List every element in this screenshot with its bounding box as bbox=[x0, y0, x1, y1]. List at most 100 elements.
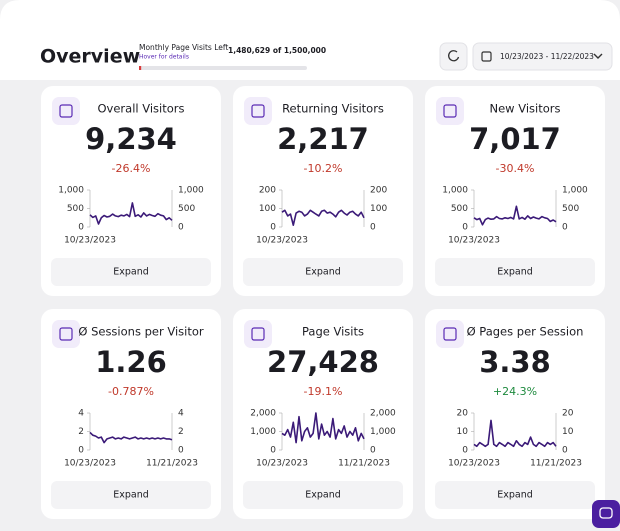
y-tick-label: 20 bbox=[457, 409, 469, 419]
y2-tick-label: 0 bbox=[370, 446, 376, 456]
quota-label: Monthly Page Visits Left bbox=[139, 43, 228, 52]
expand-button[interactable] bbox=[243, 481, 403, 509]
card-change: -30.4% bbox=[496, 162, 535, 175]
card-change: -10.2% bbox=[304, 162, 343, 175]
card-icon bbox=[436, 320, 464, 348]
card-icon-glyph bbox=[59, 104, 73, 118]
x-tick-label: 10/23/2023 bbox=[448, 459, 500, 469]
refresh-icon bbox=[448, 50, 460, 62]
expand-label: Expand bbox=[497, 267, 533, 278]
card bbox=[41, 309, 221, 519]
x-tick-label: 11/21/2023 bbox=[530, 459, 582, 469]
y-tick-label: 100 bbox=[259, 204, 276, 214]
card bbox=[233, 86, 413, 296]
y-tick-label: 1,000 bbox=[442, 186, 468, 196]
y2-tick-label: 0 bbox=[370, 223, 376, 233]
x-tick-label: 10/23/2023 bbox=[256, 459, 308, 469]
y-tick-label: 4 bbox=[78, 409, 84, 419]
sparkline bbox=[473, 205, 557, 226]
expand-button[interactable] bbox=[243, 258, 403, 286]
card-value: 7,017 bbox=[469, 122, 561, 156]
chat-icon bbox=[599, 507, 613, 519]
card-icon-glyph bbox=[443, 327, 457, 341]
card bbox=[233, 309, 413, 519]
card-title: New Visitors bbox=[490, 102, 561, 116]
x-tick-label: 10/23/2023 bbox=[448, 236, 500, 246]
x-tick-label: 10/23/2023 bbox=[64, 459, 116, 469]
sparkline bbox=[281, 209, 365, 226]
cards: Overall Visitors 9,234 -26.4% 0 0 500 500 1,000… bbox=[41, 86, 605, 519]
refresh-button[interactable] bbox=[439, 42, 468, 71]
card-title: Overall Visitors bbox=[97, 102, 184, 116]
date-range-button[interactable] bbox=[472, 42, 613, 71]
card bbox=[41, 86, 221, 296]
card-value: 27,428 bbox=[267, 345, 379, 379]
card-change: +24.3% bbox=[493, 385, 537, 398]
y-tick-label: 500 bbox=[451, 204, 468, 214]
quota-track bbox=[139, 66, 307, 70]
y-tick-label: 0 bbox=[270, 223, 276, 233]
y-tick-label: 1,000 bbox=[58, 186, 84, 196]
expand-button[interactable] bbox=[51, 481, 211, 509]
card-value: 1.26 bbox=[95, 345, 167, 379]
y2-tick-label: 20 bbox=[562, 409, 574, 419]
expand-button[interactable] bbox=[435, 481, 595, 509]
y2-tick-label: 0 bbox=[178, 446, 184, 456]
sparkline bbox=[89, 431, 173, 444]
card-title: Ø Pages per Session bbox=[467, 325, 584, 339]
x-tick-label: 10/23/2023 bbox=[256, 236, 308, 246]
card-icon-glyph bbox=[251, 327, 265, 341]
chevron-icon bbox=[593, 53, 603, 59]
y-tick-label: 0 bbox=[78, 446, 84, 456]
y2-tick-label: 0 bbox=[178, 223, 184, 233]
y2-tick-label: 500 bbox=[562, 204, 579, 214]
y2-tick-label: 10 bbox=[562, 427, 574, 437]
y2-tick-label: 2 bbox=[178, 427, 184, 437]
card-icon-glyph bbox=[443, 104, 457, 118]
expand-label: Expand bbox=[305, 267, 341, 278]
quota-fill bbox=[139, 66, 142, 70]
y2-tick-label: 1,000 bbox=[178, 186, 204, 196]
y-tick-label: 10 bbox=[457, 427, 469, 437]
y2-tick-label: 1,000 bbox=[370, 427, 396, 437]
y2-tick-label: 4 bbox=[178, 409, 184, 419]
y2-tick-label: 200 bbox=[370, 186, 387, 196]
expand-button[interactable] bbox=[435, 258, 595, 286]
card-title: Page Visits bbox=[302, 325, 364, 339]
quota-text: 1,480,629 of 1,500,000 bbox=[228, 46, 326, 55]
card-title: Returning Visitors bbox=[282, 102, 384, 116]
x-tick-label: 11/21/2023 bbox=[146, 459, 198, 469]
card-icon bbox=[52, 320, 80, 348]
y2-tick-label: 0 bbox=[562, 446, 568, 456]
card-icon bbox=[52, 97, 80, 125]
y-tick-label: 0 bbox=[462, 223, 468, 233]
y-tick-label: 2,000 bbox=[250, 409, 276, 419]
y-tick-label: 0 bbox=[462, 446, 468, 456]
sparkline bbox=[281, 412, 365, 444]
chat-button[interactable] bbox=[592, 500, 620, 528]
expand-button[interactable] bbox=[51, 258, 211, 286]
y2-tick-label: 100 bbox=[370, 204, 387, 214]
card-icon bbox=[244, 320, 272, 348]
card-change: -0.787% bbox=[108, 385, 154, 398]
page-title: Overview bbox=[40, 46, 140, 68]
y-tick-label: 0 bbox=[270, 446, 276, 456]
card-value: 3.38 bbox=[479, 345, 551, 379]
quota-hint[interactable]: Hover for details bbox=[139, 54, 189, 61]
y2-tick-label: 2,000 bbox=[370, 409, 396, 419]
card-icon-glyph bbox=[251, 104, 265, 118]
card bbox=[425, 309, 605, 519]
date-range: 10/23/2023 - 11/22/2023 bbox=[500, 52, 594, 61]
card bbox=[425, 86, 605, 296]
card-icon bbox=[436, 97, 464, 125]
y-tick-label: 2 bbox=[78, 427, 84, 437]
card-value: 9,234 bbox=[85, 122, 177, 156]
y-tick-label: 200 bbox=[259, 186, 276, 196]
y-tick-label: 0 bbox=[78, 223, 84, 233]
y2-tick-label: 500 bbox=[178, 204, 195, 214]
card-change: -26.4% bbox=[112, 162, 151, 175]
card-icon bbox=[244, 97, 272, 125]
x-tick-label: 11/21/2023 bbox=[338, 459, 390, 469]
card-icon-glyph bbox=[59, 327, 73, 341]
